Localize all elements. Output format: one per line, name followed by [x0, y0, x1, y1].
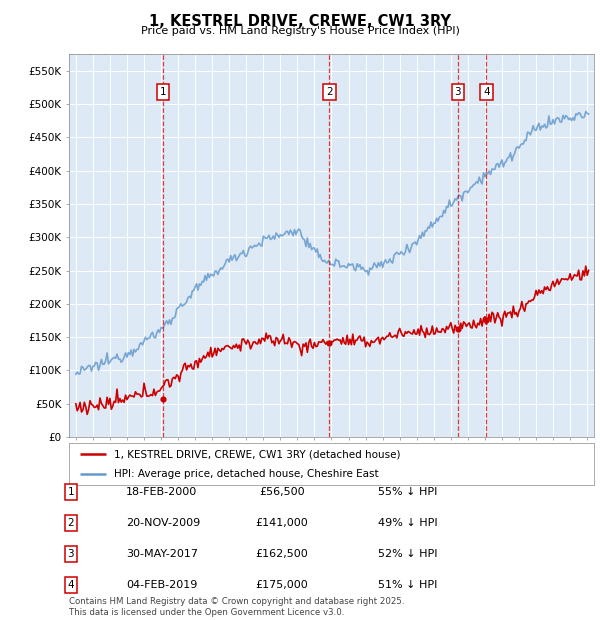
Text: 1: 1: [67, 487, 74, 497]
Text: 1, KESTREL DRIVE, CREWE, CW1 3RY: 1, KESTREL DRIVE, CREWE, CW1 3RY: [149, 14, 451, 29]
Text: 55% ↓ HPI: 55% ↓ HPI: [378, 487, 437, 497]
Text: 4: 4: [67, 580, 74, 590]
Text: 3: 3: [454, 87, 461, 97]
Text: 1: 1: [160, 87, 166, 97]
Text: 4: 4: [483, 87, 490, 97]
Text: 2: 2: [67, 518, 74, 528]
Text: 18-FEB-2000: 18-FEB-2000: [126, 487, 197, 497]
Text: 30-MAY-2017: 30-MAY-2017: [126, 549, 198, 559]
Text: 49% ↓ HPI: 49% ↓ HPI: [378, 518, 437, 528]
Text: 04-FEB-2019: 04-FEB-2019: [126, 580, 197, 590]
Text: £175,000: £175,000: [256, 580, 308, 590]
Text: Price paid vs. HM Land Registry's House Price Index (HPI): Price paid vs. HM Land Registry's House …: [140, 26, 460, 36]
Text: 2: 2: [326, 87, 333, 97]
Text: £162,500: £162,500: [256, 549, 308, 559]
Text: Contains HM Land Registry data © Crown copyright and database right 2025.
This d: Contains HM Land Registry data © Crown c…: [69, 598, 404, 617]
Text: 52% ↓ HPI: 52% ↓ HPI: [378, 549, 437, 559]
Text: £56,500: £56,500: [259, 487, 305, 497]
Text: 3: 3: [67, 549, 74, 559]
Text: 51% ↓ HPI: 51% ↓ HPI: [378, 580, 437, 590]
Text: HPI: Average price, detached house, Cheshire East: HPI: Average price, detached house, Ches…: [113, 469, 378, 479]
Text: 1, KESTREL DRIVE, CREWE, CW1 3RY (detached house): 1, KESTREL DRIVE, CREWE, CW1 3RY (detach…: [113, 450, 400, 459]
Text: 20-NOV-2009: 20-NOV-2009: [126, 518, 200, 528]
Text: £141,000: £141,000: [256, 518, 308, 528]
